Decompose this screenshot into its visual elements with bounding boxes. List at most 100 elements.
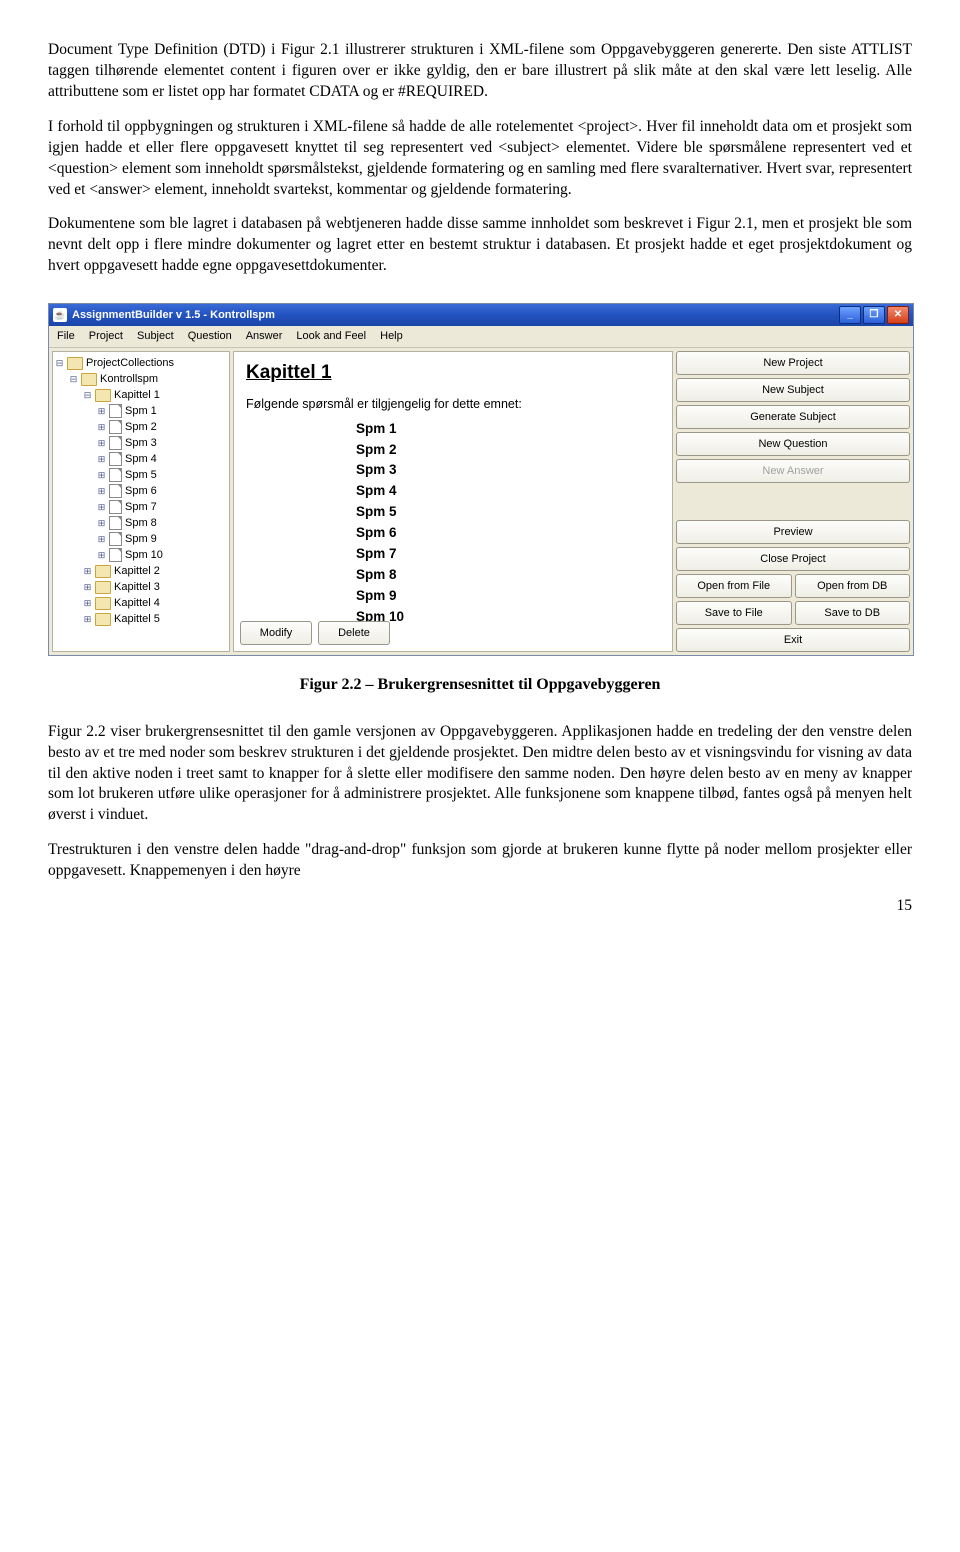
list-item: Spm 6 bbox=[356, 523, 660, 544]
minimize-button[interactable]: _ bbox=[839, 306, 861, 324]
toggle-icon[interactable]: ⊞ bbox=[97, 551, 106, 560]
paragraph: Figur 2.2 viser brukergrensesnittet til … bbox=[48, 722, 912, 827]
toggle-icon[interactable]: ⊞ bbox=[83, 583, 92, 592]
list-item: Spm 5 bbox=[356, 502, 660, 523]
new-subject-button[interactable]: New Subject bbox=[676, 378, 910, 402]
menu-subject[interactable]: Subject bbox=[137, 329, 174, 344]
list-item: Spm 8 bbox=[356, 565, 660, 586]
tree-item[interactable]: ⊞ Spm 3 bbox=[55, 435, 227, 451]
toggle-icon[interactable]: ⊞ bbox=[97, 487, 106, 496]
menu-file[interactable]: File bbox=[57, 329, 75, 344]
tree-project[interactable]: ⊟ Kontrollspm bbox=[55, 371, 227, 387]
toggle-icon[interactable]: ⊞ bbox=[97, 407, 106, 416]
toggle-icon[interactable]: ⊞ bbox=[83, 599, 92, 608]
tree-chapter[interactable]: ⊟ Kapittel 1 bbox=[55, 387, 227, 403]
file-icon bbox=[109, 420, 122, 434]
folder-icon bbox=[95, 597, 111, 610]
tree-chapter[interactable]: ⊞Kapittel 3 bbox=[55, 579, 227, 595]
toggle-icon[interactable]: ⊟ bbox=[55, 359, 64, 368]
tree-label: Kapittel 4 bbox=[114, 596, 160, 611]
save-to-file-button[interactable]: Save to File bbox=[676, 601, 792, 625]
toggle-icon[interactable]: ⊞ bbox=[97, 455, 106, 464]
menu-question[interactable]: Question bbox=[188, 329, 232, 344]
tree-label: Spm 3 bbox=[125, 436, 157, 451]
file-icon bbox=[109, 532, 122, 546]
paragraph: Dokumentene som ble lagret i databasen p… bbox=[48, 214, 912, 277]
tree-item[interactable]: ⊞ Spm 6 bbox=[55, 483, 227, 499]
toggle-icon[interactable]: ⊟ bbox=[83, 391, 92, 400]
file-icon bbox=[109, 516, 122, 530]
close-project-button[interactable]: Close Project bbox=[676, 547, 910, 571]
toggle-icon[interactable]: ⊞ bbox=[83, 615, 92, 624]
content-subtitle: Følgende spørsmål er tilgjengelig for de… bbox=[246, 396, 660, 413]
paragraph: Trestrukturen i den venstre delen hadde … bbox=[48, 840, 912, 882]
toggle-icon[interactable]: ⊞ bbox=[97, 439, 106, 448]
generate-subject-button[interactable]: Generate Subject bbox=[676, 405, 910, 429]
tree-item[interactable]: ⊞ Spm 5 bbox=[55, 467, 227, 483]
tree-label: Spm 5 bbox=[125, 468, 157, 483]
folder-icon bbox=[95, 389, 111, 402]
open-from-file-button[interactable]: Open from File bbox=[676, 574, 792, 598]
tree-label: Kapittel 5 bbox=[114, 612, 160, 627]
tree-label: Kontrollspm bbox=[100, 372, 158, 387]
tree-label: Kapittel 2 bbox=[114, 564, 160, 579]
toggle-icon[interactable]: ⊟ bbox=[69, 375, 78, 384]
window-title: AssignmentBuilder v 1.5 - Kontrollspm bbox=[72, 308, 839, 323]
tree-item[interactable]: ⊞Spm 4 bbox=[55, 451, 227, 467]
tree-label: Spm 6 bbox=[125, 484, 157, 499]
menubar: File Project Subject Question Answer Loo… bbox=[49, 326, 913, 348]
new-project-button[interactable]: New Project bbox=[676, 351, 910, 375]
tree-label: Spm 7 bbox=[125, 500, 157, 515]
tree-chapter[interactable]: ⊞ Kapittel 2 bbox=[55, 563, 227, 579]
right-panel: New Project New Subject Generate Subject… bbox=[676, 351, 910, 652]
toggle-icon[interactable]: ⊞ bbox=[83, 567, 92, 576]
toggle-icon[interactable]: ⊞ bbox=[97, 423, 106, 432]
maximize-button[interactable]: ❐ bbox=[863, 306, 885, 324]
paragraph: Document Type Definition (DTD) i Figur 2… bbox=[48, 40, 912, 103]
new-question-button[interactable]: New Question bbox=[676, 432, 910, 456]
list-item: Spm 3 bbox=[356, 460, 660, 481]
tree-label: Spm 2 bbox=[125, 420, 157, 435]
file-icon bbox=[109, 452, 122, 466]
list-item: Spm 4 bbox=[356, 481, 660, 502]
save-to-db-button[interactable]: Save to DB bbox=[795, 601, 911, 625]
tree-chapter[interactable]: ⊞ Kapittel 5 bbox=[55, 611, 227, 627]
toggle-icon[interactable]: ⊞ bbox=[97, 471, 106, 480]
open-from-db-button[interactable]: Open from DB bbox=[795, 574, 911, 598]
titlebar: ☕ AssignmentBuilder v 1.5 - Kontrollspm … bbox=[49, 304, 913, 326]
close-button[interactable]: ✕ bbox=[887, 306, 909, 324]
list-item: Spm 1 bbox=[356, 419, 660, 440]
tree-label: Spm 8 bbox=[125, 516, 157, 531]
tree-panel[interactable]: ⊟ ProjectCollections ⊟ Kontrollspm ⊟ Kap… bbox=[52, 351, 230, 652]
folder-icon bbox=[67, 357, 83, 370]
tree-item[interactable]: ⊞ Spm 7 bbox=[55, 499, 227, 515]
menu-answer[interactable]: Answer bbox=[246, 329, 283, 344]
tree-root[interactable]: ⊟ ProjectCollections bbox=[55, 355, 227, 371]
preview-button[interactable]: Preview bbox=[676, 520, 910, 544]
folder-icon bbox=[95, 565, 111, 578]
exit-button[interactable]: Exit bbox=[676, 628, 910, 652]
tree-item[interactable]: ⊞ Spm 2 bbox=[55, 419, 227, 435]
toggle-icon[interactable]: ⊞ bbox=[97, 535, 106, 544]
tree-item[interactable]: ⊞ Spm 10 bbox=[55, 547, 227, 563]
delete-button[interactable]: Delete bbox=[318, 621, 390, 645]
figure-caption: Figur 2.2 – Brukergrensesnittet til Oppg… bbox=[48, 674, 912, 696]
toggle-icon[interactable]: ⊞ bbox=[97, 503, 106, 512]
modify-button[interactable]: Modify bbox=[240, 621, 312, 645]
tree-label: Spm 10 bbox=[125, 548, 163, 563]
new-answer-button: New Answer bbox=[676, 459, 910, 483]
toggle-icon[interactable]: ⊞ bbox=[97, 519, 106, 528]
menu-project[interactable]: Project bbox=[89, 329, 123, 344]
menu-lookandfeel[interactable]: Look and Feel bbox=[296, 329, 366, 344]
tree-item[interactable]: ⊞Spm 1 bbox=[55, 403, 227, 419]
list-item: Spm 9 bbox=[356, 586, 660, 607]
file-icon bbox=[109, 468, 122, 482]
file-icon bbox=[109, 500, 122, 514]
file-icon bbox=[109, 548, 122, 562]
tree-item[interactable]: ⊞ Spm 8 bbox=[55, 515, 227, 531]
tree-item[interactable]: ⊞Spm 9 bbox=[55, 531, 227, 547]
menu-help[interactable]: Help bbox=[380, 329, 403, 344]
content-panel: Kapittel 1 Følgende spørsmål er tilgjeng… bbox=[233, 351, 673, 652]
tree-chapter[interactable]: ⊞ Kapittel 4 bbox=[55, 595, 227, 611]
tree-label: Kapittel 1 bbox=[114, 388, 160, 403]
